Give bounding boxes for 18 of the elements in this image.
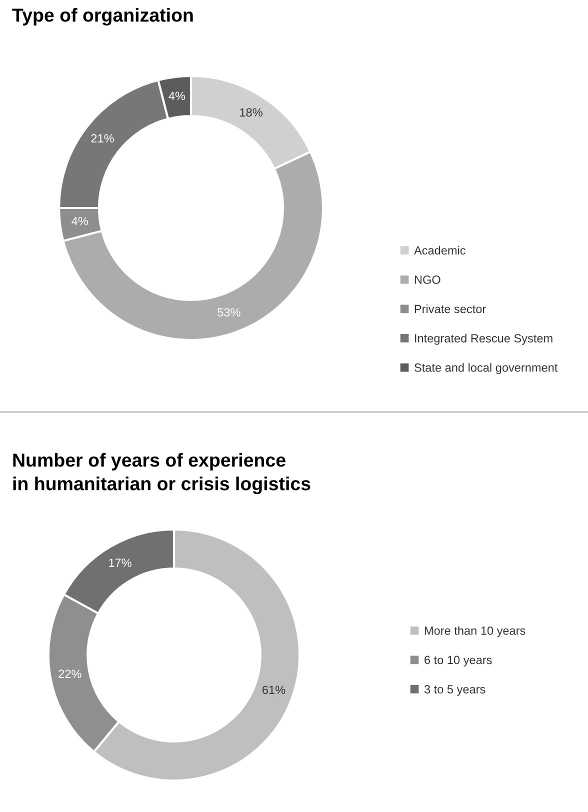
data-label: 18%: [240, 108, 262, 117]
data-label: 17%: [109, 558, 132, 567]
data-label: 53%: [218, 308, 240, 317]
data-label: 4%: [72, 216, 88, 226]
legend-label: More than 10 years: [424, 626, 526, 638]
data-label: 21%: [91, 134, 114, 142]
legend-label: Private sector: [414, 304, 486, 314]
legend-label: Integrated Rescue System: [415, 334, 552, 345]
chart-title: Number of years of experience in humanitarian or crisis logistics: [13, 453, 310, 494]
legend-label: State and local government: [414, 363, 558, 374]
legend-label: 6 to 10 years: [424, 656, 492, 667]
data-label: 61%: [262, 686, 286, 694]
legend-label: 3 to 5 years: [424, 685, 486, 696]
legend-label: NGO: [414, 276, 440, 284]
data-label: 22%: [58, 670, 82, 678]
chart-title: Type of organization: [12, 8, 193, 26]
data-label: 4%: [168, 92, 186, 100]
legend-label: Academic: [414, 246, 466, 255]
